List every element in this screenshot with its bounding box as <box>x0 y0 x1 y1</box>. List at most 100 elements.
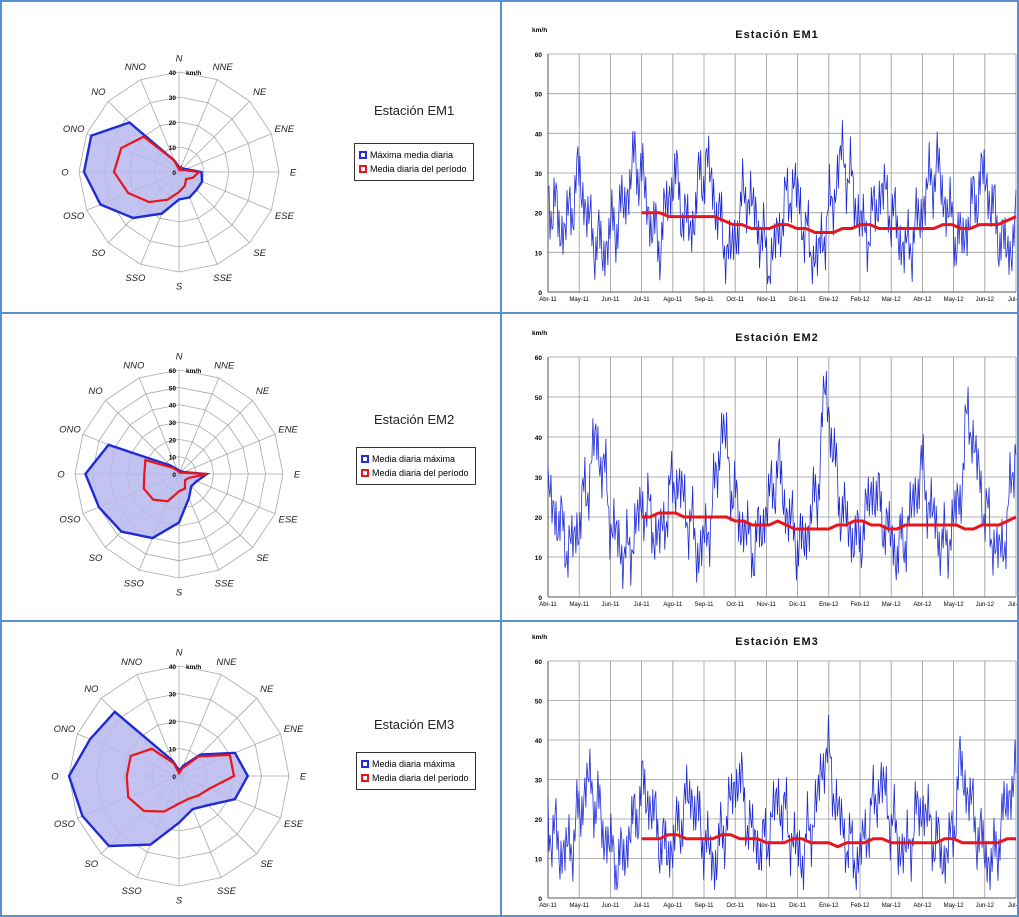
direction-label: SO <box>89 553 103 564</box>
series-mean-line <box>112 135 202 204</box>
x-tick-label: Jun-12 <box>976 602 995 608</box>
x-tick-label: Feb-12 <box>850 297 870 303</box>
wind-rose-panel-em3: 0 10 20 30 40 km/h N NNE NE ENE E ESE SE SSE S SSO SO OSO… <box>0 620 502 917</box>
direction-label: S <box>176 896 183 907</box>
direction-label: E <box>290 168 297 179</box>
radial-tick-label: 0 <box>172 170 176 177</box>
direction-label: N <box>176 54 183 65</box>
series-mean-line <box>641 833 1016 849</box>
radial-tick-label: 30 <box>169 420 177 427</box>
direction-label: SSE <box>213 273 233 284</box>
station-title: Estación EM2 <box>374 412 455 427</box>
direction-label: SO <box>84 859 98 870</box>
chart-title: Estación EM3 <box>735 636 819 648</box>
chart-title: Estación EM1 <box>735 29 819 41</box>
x-tick-label: Jun-12 <box>976 903 995 909</box>
direction-label: NNE <box>213 62 234 73</box>
wind-rose-chart: 0 10 20 30 40 km/hN NNE NE ENE E ESE SE SSE S SSO SO OSO… <box>61 54 297 293</box>
x-tick-label: May-11 <box>569 297 589 303</box>
x-tick-label: Nov-11 <box>757 903 777 909</box>
x-tick-label: Jun-12 <box>976 297 995 303</box>
grid-spoke <box>138 377 180 475</box>
x-tick-label: Nov-11 <box>757 297 777 303</box>
direction-label: NE <box>256 386 270 397</box>
wind-rose-panel-em1: 0 10 20 30 40 km/h N NNE NE ENE E ESE SE SSE S SSO SO OSO… <box>0 0 502 314</box>
radial-tick-label: 0 <box>172 774 176 781</box>
radial-unit-label: km/h <box>186 664 201 671</box>
direction-label: E <box>300 772 307 783</box>
x-tick-label: May-12 <box>944 903 965 909</box>
y-tick-label: 30 <box>535 171 543 178</box>
x-tick-label: Feb-12 <box>850 903 870 909</box>
station-title: Estación EM1 <box>374 103 455 118</box>
x-tick-label: Jun-11 <box>601 297 620 303</box>
x-tick-label: Ene-12 <box>819 297 839 303</box>
y-tick-label: 10 <box>535 250 543 257</box>
line-chart: Estación EM2 km/h 0 10 20 30 40 50 60 Abr-11 May-1… <box>532 330 1017 608</box>
direction-label: NNO <box>125 62 147 73</box>
x-tick-label: Ago-11 <box>663 602 683 608</box>
legend-label-mean: Media diaria del período <box>372 773 469 783</box>
direction-label: ESE <box>279 515 299 526</box>
x-tick-label: Sep-11 <box>695 903 715 909</box>
x-tick-label: Mar-12 <box>882 297 902 303</box>
y-tick-label: 40 <box>535 131 543 138</box>
legend-item-max: Máxima media diaria <box>359 148 467 162</box>
y-tick-label: 10 <box>535 857 543 864</box>
direction-label: NE <box>260 684 274 695</box>
series-daily-line <box>547 714 1017 891</box>
direction-label: OSO <box>54 819 76 830</box>
radial-tick-label: 30 <box>169 692 177 699</box>
y-tick-label: 10 <box>535 555 543 562</box>
series-max-area <box>82 121 204 220</box>
y-tick-label: 50 <box>535 92 543 99</box>
grid-spoke <box>178 101 250 173</box>
direction-label: SSO <box>125 273 146 284</box>
direction-label: ENE <box>275 124 295 135</box>
series-mean-line <box>125 747 236 813</box>
wind-rose-chart: 0 10 20 30 40 50 60 km/hN NNE NE ENE E ESE SE SSE S SSO S… <box>57 352 301 599</box>
direction-label: SSE <box>215 579 235 590</box>
y-tick-label: 0 <box>538 595 542 602</box>
grid-spoke <box>178 79 218 173</box>
y-tick-label: 40 <box>535 435 543 442</box>
y-tick-label: 40 <box>535 738 543 745</box>
series-mean-line <box>641 211 1017 234</box>
radial-tick-label: 10 <box>169 145 177 152</box>
series-daily-line <box>547 371 1017 590</box>
radial-tick-label: 20 <box>169 437 177 444</box>
x-tick-label: Ene-12 <box>819 602 839 608</box>
x-tick-label: May-11 <box>569 903 589 909</box>
line-chart: Estación EM3 km/h 0 10 20 30 40 50 60 Abr-11 May-1… <box>532 634 1019 909</box>
x-tick-label: Jul-11 <box>634 297 651 303</box>
direction-label: S <box>176 282 183 293</box>
grid-spoke <box>178 377 220 475</box>
x-tick-label: Dic-11 <box>789 602 807 608</box>
direction-label: NNE <box>216 657 237 668</box>
radial-unit-label: km/h <box>186 368 201 375</box>
legend: Media diaria máxima Media diaria del per… <box>356 447 476 485</box>
legend-item-mean: Media diaria del período <box>361 771 469 785</box>
direction-label: NNO <box>121 657 143 668</box>
legend: Media diaria máxima Media diaria del per… <box>356 752 476 790</box>
radial-tick-label: 30 <box>169 95 177 102</box>
direction-label: OSO <box>63 211 85 222</box>
x-tick-label: Abr-11 <box>539 297 557 303</box>
direction-label: N <box>176 648 183 659</box>
x-tick-label: Abr-11 <box>539 602 557 608</box>
y-unit-label: km/h <box>532 27 547 34</box>
direction-label: OSO <box>59 515 81 526</box>
legend-swatch-mean <box>361 774 369 782</box>
legend-item-max: Media diaria máxima <box>361 757 469 771</box>
radial-unit-label: km/h <box>186 70 201 77</box>
line-chart: Estación EM1 km/h 0 10 20 30 40 50 60 Abr-11 May-1… <box>532 27 1017 303</box>
series-mean-line <box>641 511 1017 531</box>
x-tick-label: Jul-12 <box>1008 903 1019 909</box>
x-tick-label: Oct-11 <box>726 297 744 303</box>
radial-tick-label: 20 <box>169 120 177 127</box>
legend-label-mean: Media diaria del período <box>372 468 469 478</box>
direction-label: ESE <box>275 211 295 222</box>
x-tick-label: Ago-11 <box>663 297 683 303</box>
series-mean-line <box>142 458 207 503</box>
